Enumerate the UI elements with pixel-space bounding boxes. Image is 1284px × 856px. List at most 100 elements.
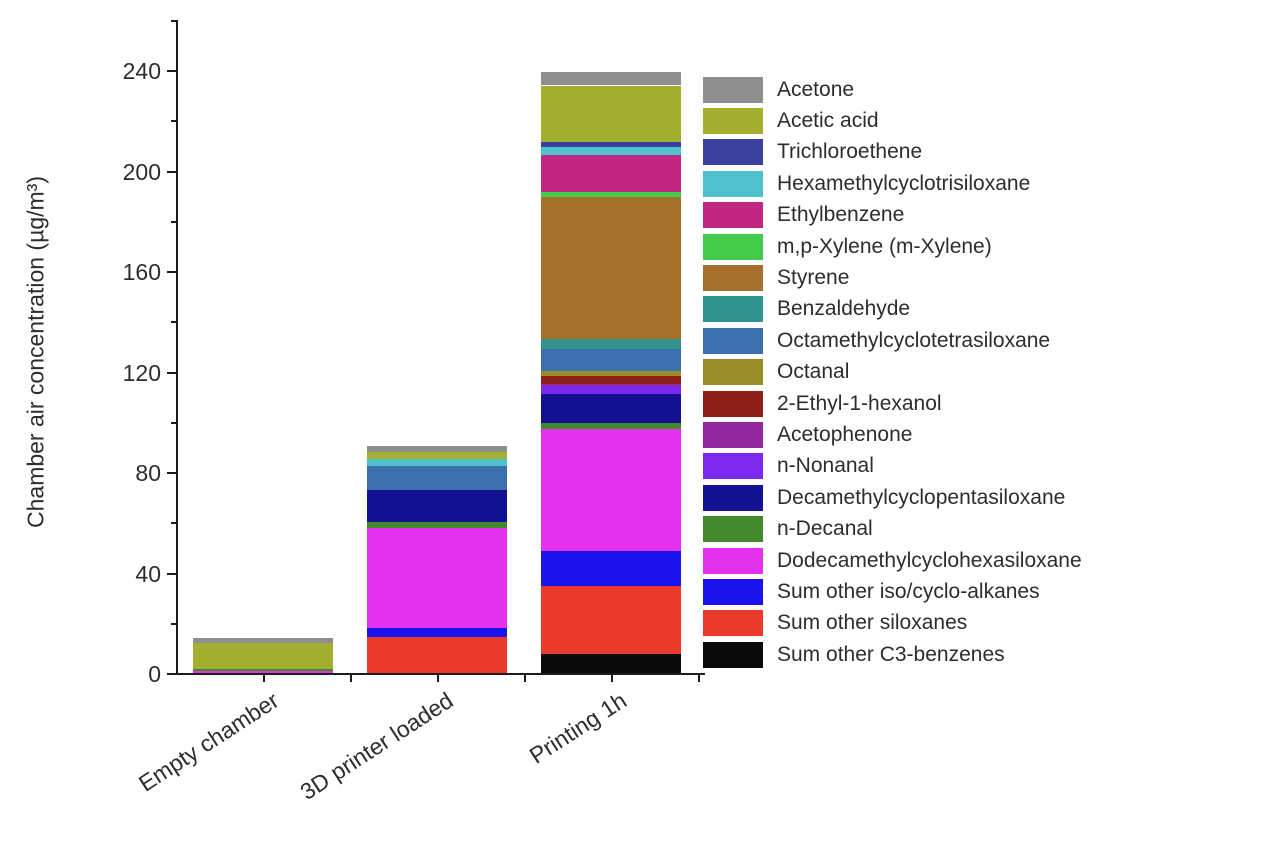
legend-item-label: Sum other iso/cyclo-alkanes (777, 579, 1040, 603)
bar-segment (541, 197, 681, 339)
y-major-tick (167, 171, 176, 173)
legend-item: Sum other iso/cyclo-alkanes (703, 576, 1263, 607)
legend-item-label: Octamethylcyclotetrasiloxane (777, 328, 1051, 352)
legend-item-label: Acetophenone (777, 422, 913, 446)
bar-segment (541, 394, 681, 423)
bar-segment (541, 338, 681, 349)
legend-swatch (703, 170, 763, 197)
bar-segment (367, 627, 507, 637)
y-tick-label: 120 (122, 360, 161, 386)
y-tick-label: 40 (135, 561, 161, 587)
y-major-tick (167, 70, 176, 72)
bar-segment (541, 142, 681, 148)
bar-segment (541, 147, 681, 155)
legend-swatch (703, 421, 763, 448)
legend-swatch (703, 139, 763, 166)
legend-item-label: 2-Ethyl-1-hexanol (777, 391, 942, 415)
x-category-label: 3D printer loaded (295, 687, 458, 805)
legend-item-label: Trichloroethene (777, 140, 923, 164)
legend-item: Benzaldehyde (703, 294, 1263, 325)
x-tick (524, 675, 526, 682)
legend-item-label: Sum other C3-benzenes (777, 642, 1005, 666)
bar-segment (193, 637, 333, 643)
legend-item-label: Hexamethylcyclotrisiloxane (777, 171, 1031, 195)
y-minor-tick (171, 20, 176, 22)
legend-item-label: n-Nonanal (777, 454, 874, 478)
legend-item: Dodecamethylcyclohexasiloxane (703, 545, 1263, 576)
legend-item-label: m,p-Xylene (m-Xylene) (777, 234, 992, 258)
legend-swatch (703, 578, 763, 605)
bar-segment (541, 429, 681, 552)
y-major-tick (167, 271, 176, 273)
legend-item: n-Decanal (703, 513, 1263, 544)
bar-segment (541, 385, 681, 395)
legend-item: 2-Ethyl-1-hexanol (703, 388, 1263, 419)
legend-item-label: Ethylbenzene (777, 203, 905, 227)
legend-item-label: Acetic acid (777, 109, 879, 133)
legend-item-label: Dodecamethylcyclohexasiloxane (777, 548, 1082, 572)
y-minor-tick (171, 422, 176, 424)
y-tick-label: 200 (122, 159, 161, 185)
x-axis-line (175, 673, 705, 675)
legend-swatch (703, 547, 763, 574)
x-tick (350, 675, 352, 682)
legend-item-label: Decamethylcyclopentasiloxane (777, 485, 1066, 509)
legend-item: Decamethylcyclopentasiloxane (703, 482, 1263, 513)
legend-swatch (703, 359, 763, 386)
x-category-label: Empty chamber (133, 687, 284, 797)
bar-segment (367, 446, 507, 452)
legend-swatch (703, 202, 763, 229)
bar-segment (541, 383, 681, 386)
legend-item: Sum other siloxanes (703, 608, 1263, 639)
legend-item-label: Styrene (777, 266, 850, 290)
y-minor-tick (171, 623, 176, 625)
y-tick-label: 80 (135, 460, 161, 486)
bar-segment (541, 349, 681, 372)
x-tick (698, 675, 700, 682)
y-tick-label: 160 (122, 259, 161, 285)
legend-item-label: Benzaldehyde (777, 297, 911, 321)
bar-segment (193, 642, 333, 670)
legend-swatch (703, 265, 763, 292)
legend-swatch (703, 610, 763, 637)
bar-segment (193, 671, 333, 673)
legend-swatch (703, 390, 763, 417)
legend-swatch (703, 233, 763, 260)
legend-swatch (703, 108, 763, 135)
legend-item-label: n-Decanal (777, 517, 873, 541)
bar-segment (367, 465, 507, 491)
y-tick-label: 0 (148, 661, 161, 687)
legend-swatch (703, 516, 763, 543)
y-minor-tick (171, 522, 176, 524)
legend-item-label: Acetone (777, 77, 855, 101)
legend-item-label: Sum other siloxanes (777, 611, 968, 635)
bar-segment (541, 551, 681, 587)
legend-item: Acetone (703, 74, 1263, 105)
legend-item: n-Nonanal (703, 451, 1263, 482)
legend-swatch (703, 453, 763, 480)
legend-item: Sum other C3-benzenes (703, 639, 1263, 670)
y-major-tick (167, 472, 176, 474)
y-minor-tick (171, 321, 176, 323)
legend-item: Hexamethylcyclotrisiloxane (703, 168, 1263, 199)
y-minor-tick (171, 120, 176, 122)
legend-swatch (703, 296, 763, 323)
legend-item: Octanal (703, 357, 1263, 388)
legend: Acetone Acetic acid Trichloroethene Hexamet… (703, 74, 1263, 670)
legend-item: Acetic acid (703, 105, 1263, 136)
legend-item: Ethylbenzene (703, 200, 1263, 231)
legend-swatch (703, 327, 763, 354)
legend-item: m,p-Xylene (m-Xylene) (703, 231, 1263, 262)
y-major-tick (167, 573, 176, 575)
y-axis-line (176, 20, 178, 675)
legend-swatch (703, 641, 763, 668)
bar-segment (367, 636, 507, 673)
legend-swatch (703, 484, 763, 511)
bar-segment (367, 458, 507, 466)
x-tick (611, 675, 613, 682)
legend-item: Acetophenone (703, 419, 1263, 450)
legend-item: Octamethylcyclotetrasiloxane (703, 325, 1263, 356)
legend-item: Styrene (703, 262, 1263, 293)
x-category-label: Printing 1h (524, 687, 632, 769)
